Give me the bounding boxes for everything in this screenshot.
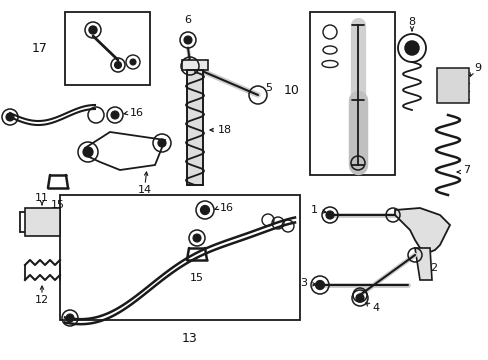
Bar: [309, 12, 394, 175]
Circle shape: [193, 234, 201, 242]
Text: 4: 4: [371, 303, 378, 313]
Circle shape: [66, 314, 74, 322]
Circle shape: [355, 294, 363, 302]
Text: 9: 9: [473, 63, 480, 73]
Circle shape: [200, 206, 209, 215]
Text: 12: 12: [35, 295, 49, 305]
Circle shape: [89, 26, 97, 34]
Bar: [25, 208, 60, 236]
Text: 1: 1: [310, 205, 317, 215]
Circle shape: [158, 139, 165, 147]
Text: 8: 8: [407, 17, 415, 27]
Circle shape: [111, 111, 119, 119]
Bar: [65, 12, 150, 85]
Text: 18: 18: [218, 125, 232, 135]
Circle shape: [114, 62, 121, 68]
Text: 10: 10: [284, 84, 299, 96]
Text: 14: 14: [138, 185, 152, 195]
Bar: [436, 68, 468, 103]
Circle shape: [325, 211, 333, 219]
Bar: [186, 70, 203, 185]
Text: 11: 11: [35, 193, 49, 203]
Text: 7: 7: [462, 165, 469, 175]
Bar: [182, 60, 207, 70]
Text: 6: 6: [184, 15, 191, 25]
Circle shape: [130, 59, 136, 65]
Text: 16: 16: [220, 203, 234, 213]
Circle shape: [404, 41, 418, 55]
Circle shape: [315, 280, 324, 289]
Text: 15: 15: [51, 200, 65, 210]
Text: 15: 15: [190, 273, 203, 283]
Circle shape: [6, 113, 14, 121]
Text: 2: 2: [429, 263, 436, 273]
Bar: [60, 195, 299, 320]
Text: 13: 13: [182, 332, 198, 345]
Polygon shape: [414, 248, 431, 280]
Text: 5: 5: [264, 83, 271, 93]
Text: 16: 16: [130, 108, 143, 118]
Text: 3: 3: [299, 278, 306, 288]
Circle shape: [183, 36, 192, 44]
Polygon shape: [394, 208, 449, 252]
Text: 17: 17: [32, 41, 48, 54]
Circle shape: [83, 147, 93, 157]
